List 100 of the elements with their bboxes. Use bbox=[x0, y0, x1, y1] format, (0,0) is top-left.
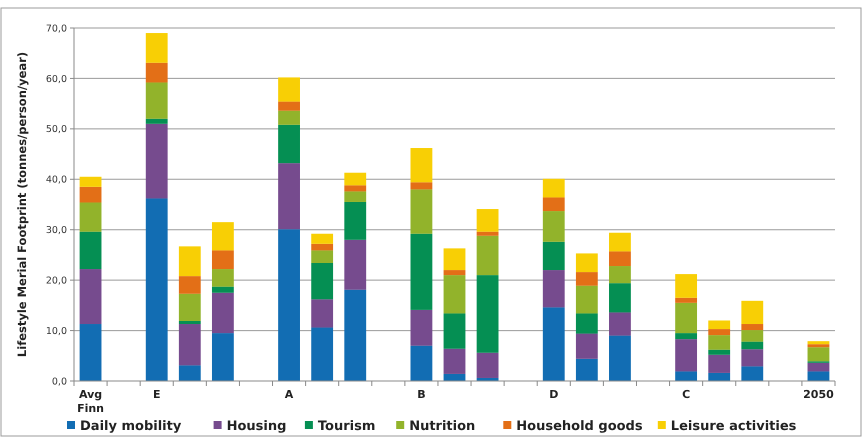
bar bbox=[311, 262, 334, 300]
legend-label: Tourism bbox=[318, 419, 376, 434]
x-tick-label: A bbox=[284, 388, 294, 401]
bar bbox=[311, 299, 334, 328]
bar bbox=[609, 251, 631, 266]
bar bbox=[311, 250, 334, 263]
bar bbox=[410, 310, 432, 346]
bar bbox=[410, 182, 432, 190]
bar bbox=[576, 253, 598, 272]
bar bbox=[146, 33, 168, 63]
bar bbox=[675, 298, 698, 303]
bar bbox=[609, 266, 631, 284]
bar bbox=[444, 248, 466, 270]
bar bbox=[80, 232, 102, 270]
bar bbox=[410, 234, 432, 310]
bar bbox=[576, 358, 598, 381]
bar bbox=[444, 348, 466, 374]
bar bbox=[542, 242, 565, 270]
legend-label: Housing bbox=[226, 419, 286, 434]
bar bbox=[576, 272, 598, 286]
bar bbox=[708, 372, 730, 381]
legend-label: Leisure activities bbox=[670, 419, 797, 434]
bar bbox=[278, 77, 300, 102]
bar bbox=[609, 336, 631, 381]
bar bbox=[542, 197, 565, 212]
bar bbox=[476, 352, 499, 378]
bar bbox=[675, 302, 698, 334]
bar bbox=[741, 324, 764, 330]
bar bbox=[476, 236, 499, 276]
bar bbox=[278, 163, 300, 230]
bar bbox=[278, 102, 300, 111]
bar bbox=[410, 148, 432, 182]
bar bbox=[444, 275, 466, 314]
bar bbox=[344, 191, 366, 202]
bar bbox=[708, 320, 730, 330]
bar bbox=[675, 371, 698, 381]
bar bbox=[146, 198, 168, 381]
bar bbox=[542, 270, 565, 308]
bar bbox=[609, 232, 631, 252]
bar bbox=[444, 270, 466, 276]
bar bbox=[344, 290, 366, 381]
bar bbox=[576, 313, 598, 334]
bar bbox=[542, 307, 565, 381]
bar bbox=[708, 335, 730, 350]
bar bbox=[178, 294, 201, 321]
bar bbox=[278, 110, 300, 125]
bar bbox=[476, 275, 499, 353]
bar bbox=[311, 244, 334, 250]
bar bbox=[80, 269, 102, 324]
bar bbox=[675, 274, 698, 298]
bar bbox=[741, 366, 764, 381]
bar bbox=[741, 300, 764, 324]
bar bbox=[80, 186, 102, 202]
bar bbox=[311, 234, 334, 244]
bar bbox=[609, 312, 631, 336]
x-tick-label: 2050 bbox=[803, 388, 834, 401]
bar bbox=[708, 329, 730, 336]
bar bbox=[741, 349, 764, 366]
x-tick-label: B bbox=[417, 388, 426, 401]
bar bbox=[444, 313, 466, 349]
bar bbox=[178, 320, 201, 324]
y-tick-label: 50,0 bbox=[46, 124, 67, 136]
bar bbox=[278, 124, 300, 164]
bar bbox=[278, 229, 300, 381]
bar bbox=[808, 344, 830, 348]
bar bbox=[212, 222, 234, 250]
y-tick-label: 30,0 bbox=[46, 225, 67, 236]
y-axis-title: Lifestyle Merial Footprint (tonnes/person/year) bbox=[15, 52, 29, 358]
bar bbox=[476, 209, 499, 232]
legend-label: Daily mobility bbox=[80, 419, 182, 434]
bar bbox=[80, 324, 102, 381]
y-tick-label: 70,0 bbox=[46, 23, 67, 34]
bar bbox=[708, 354, 730, 373]
x-tick-label: C bbox=[682, 388, 690, 401]
bar bbox=[609, 283, 631, 312]
bar bbox=[344, 202, 366, 240]
bar bbox=[146, 62, 168, 82]
bar bbox=[80, 176, 102, 187]
bar bbox=[212, 250, 234, 270]
y-tick-label: 40,0 bbox=[46, 174, 67, 186]
bar bbox=[708, 350, 730, 355]
bar bbox=[808, 341, 830, 344]
bar bbox=[542, 178, 565, 198]
bar bbox=[741, 330, 764, 342]
bar bbox=[675, 333, 698, 340]
bar bbox=[146, 82, 168, 119]
x-tick-label: D bbox=[549, 388, 558, 401]
bar bbox=[178, 276, 201, 294]
bar bbox=[178, 324, 201, 366]
y-tick-label: 60,0 bbox=[46, 74, 67, 85]
bar bbox=[146, 118, 168, 124]
bar bbox=[80, 202, 102, 232]
bar bbox=[808, 362, 830, 372]
bar bbox=[741, 342, 764, 350]
bar bbox=[542, 211, 565, 242]
bar bbox=[344, 172, 366, 186]
bar bbox=[410, 346, 432, 381]
bar bbox=[212, 292, 234, 334]
bar bbox=[808, 371, 830, 381]
bar bbox=[576, 286, 598, 314]
